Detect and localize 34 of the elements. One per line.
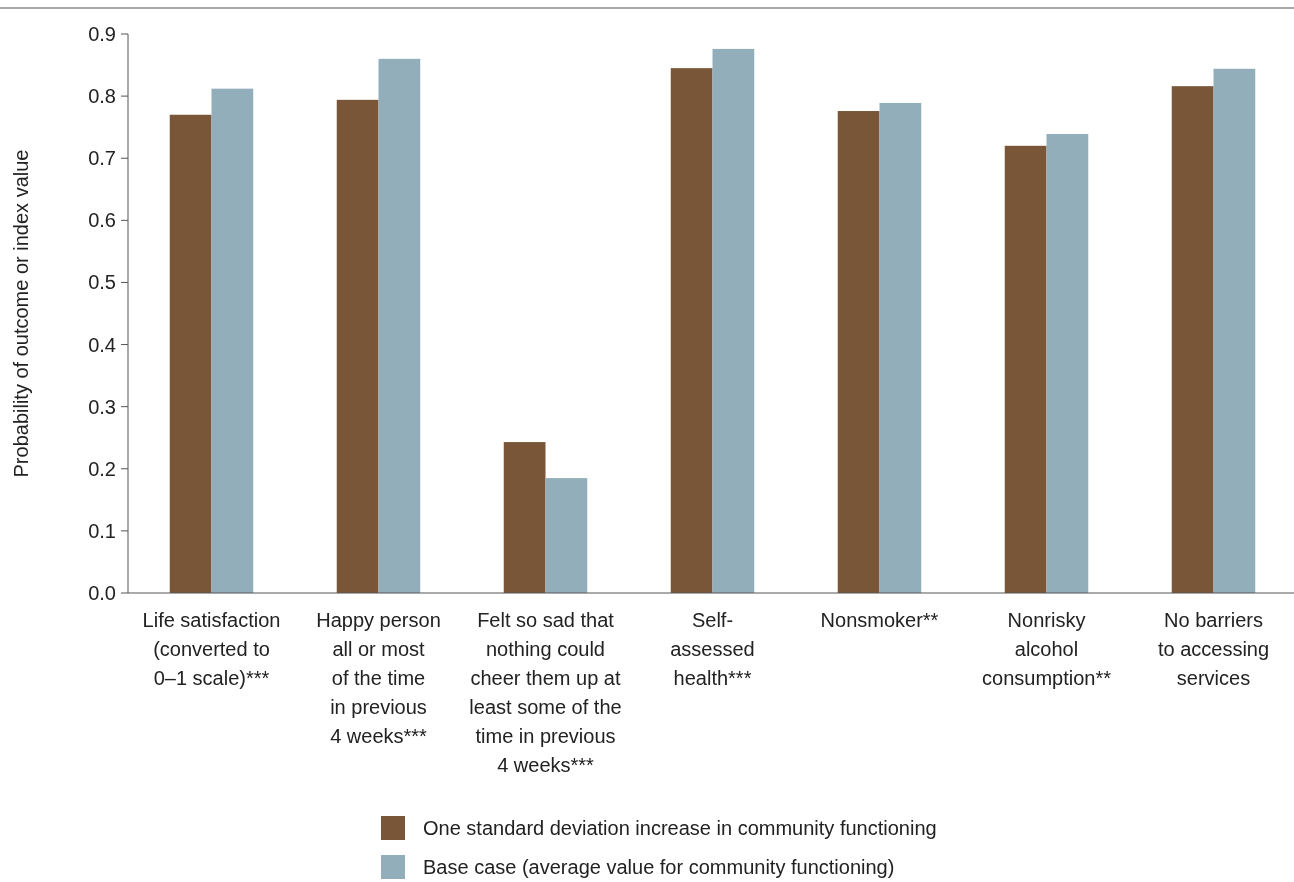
y-tick-label: 0.2: [88, 457, 116, 480]
x-tick-label: Nonsmoker**: [820, 609, 939, 631]
y-tick-label: 0.6: [88, 209, 116, 232]
bar: [169, 114, 212, 593]
x-tick-label: No barriers to accessing services: [1157, 609, 1270, 689]
bar: [378, 58, 421, 593]
bar: [503, 442, 546, 593]
bar: [712, 48, 755, 593]
bar: [545, 478, 588, 593]
x-tick-label: Felt so sad that nothing could cheer them up at least some of the time in previous 4 weeks***: [469, 609, 622, 776]
y-tick-label: 0.1: [88, 519, 116, 542]
bar: [837, 111, 880, 593]
x-tick-label: Happy person all or most of the time in previous 4 weeks***: [316, 609, 441, 747]
legend-label: One standard deviation increase in community functioning: [423, 817, 937, 839]
y-tick-label: 0.9: [88, 23, 116, 45]
y-tick-label: 0.7: [88, 147, 116, 170]
y-tick-label: 0.3: [88, 395, 116, 418]
bar: [1046, 134, 1089, 593]
x-tick-label: Life satisfaction (converted to 0–1 scale)***: [142, 609, 281, 689]
bar: [879, 102, 922, 593]
bar: [1004, 145, 1047, 593]
bar: [211, 88, 254, 593]
x-tick-label: Nonrisky alcohol consumption**: [982, 609, 1112, 689]
bar: [670, 68, 713, 593]
x-tick-label: Self- assessed health***: [670, 609, 755, 689]
bar: [336, 99, 379, 593]
bar: [1171, 86, 1214, 593]
y-axis-title: Probability of outcome or index value: [10, 149, 32, 478]
bar: [1213, 68, 1256, 593]
legend-label: Base case (average value for community functioning): [423, 856, 895, 878]
y-tick-label: 0.8: [88, 85, 116, 108]
y-tick-label: 0.5: [88, 271, 116, 294]
y-tick-label: 0.4: [88, 333, 116, 356]
y-tick-label: 0.0: [88, 582, 116, 604]
